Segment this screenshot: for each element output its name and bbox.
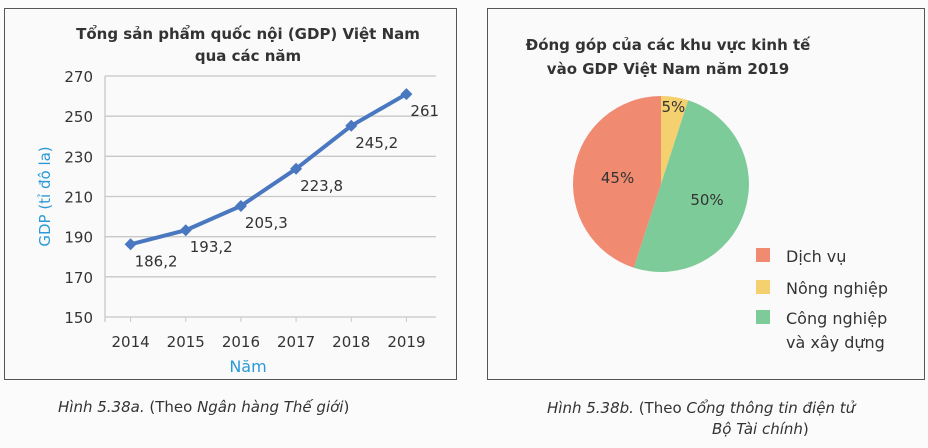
gdp-line-chart: Tổng sản phẩm quốc nội (GDP) Việt Nam qua… [36, 24, 439, 376]
legend-label: Dịch vụ [786, 247, 847, 266]
caption-text: (Theo [144, 398, 198, 416]
chart-title: Tổng sản phẩm quốc nội (GDP) Việt Nam [76, 24, 420, 43]
caption-left: Hình 5.38a. (Theo Ngân hàng Thế giới) [58, 398, 349, 416]
chart-title: qua các năm [195, 47, 301, 65]
caption-right: Hình 5.38b. (Theo Cổng thông tin điện tử… [547, 398, 855, 440]
x-tick-label: 2017 [277, 333, 315, 351]
y-tick-label: 170 [64, 269, 93, 287]
data-point-marker [234, 199, 247, 212]
y-tick-label: 270 [64, 68, 93, 86]
legend-label: Nông nghiệp [786, 279, 889, 298]
legend-swatch [756, 248, 770, 262]
pie-slice [633, 100, 749, 272]
data-label: 223,8 [300, 177, 343, 195]
slice-label: 45% [601, 169, 634, 187]
legend-swatch [756, 310, 770, 324]
slice-label: 5% [661, 98, 685, 116]
x-tick-label: 2018 [332, 333, 370, 351]
data-line [130, 92, 408, 247]
y-tick-label: 230 [64, 148, 93, 166]
data-label: 193,2 [190, 238, 233, 256]
data-point-marker [179, 224, 192, 237]
gdp-pie-chart: Đóng góp của các khu vực kinh tế vào GDP … [526, 35, 812, 272]
y-tick-label: 210 [64, 189, 93, 207]
figure-number: Hình 5.38b. [547, 399, 634, 417]
gdp-pie-chart-panel: Đóng góp của các khu vực kinh tế vào GDP … [487, 8, 925, 380]
data-label: 186,2 [135, 252, 178, 270]
caption-source: Ngân hàng Thế giới [197, 398, 344, 416]
x-tick-label: 2014 [111, 333, 149, 351]
x-tick-label: 2015 [167, 333, 205, 351]
figure-number: Hình 5.38a. [58, 398, 145, 416]
pie-slice [661, 96, 689, 184]
caption-source: Bộ Tài chính [712, 420, 803, 438]
caption-text: (Theo [633, 399, 687, 417]
data-point-marker [345, 119, 358, 132]
x-axis-title: Năm [229, 357, 266, 376]
legend-label: Công nghiệp [786, 309, 888, 328]
pie-slice [573, 96, 661, 268]
data-label: 205,3 [245, 214, 288, 232]
data-point-marker [124, 238, 137, 251]
data-point-marker [400, 88, 413, 101]
y-tick-label: 250 [64, 108, 93, 126]
caption-text: ) [343, 398, 350, 416]
x-tick-label: 2019 [387, 333, 425, 351]
legend-label: và xây dựng [786, 333, 885, 352]
x-tick-label: 2016 [222, 333, 260, 351]
chart-title: vào GDP Việt Nam năm 2019 [547, 60, 789, 78]
chart-title: Đóng góp của các khu vực kinh tế [526, 35, 812, 54]
gdp-line-chart-panel: Tổng sản phẩm quốc nội (GDP) Việt Nam qua… [4, 8, 457, 380]
legend-swatch [756, 280, 770, 294]
data-label: 245,2 [355, 134, 398, 152]
y-tick-label: 190 [64, 229, 93, 247]
y-tick-label: 150 [64, 309, 93, 327]
data-point-marker [290, 162, 303, 175]
caption-source: Cổng thông tin điện tử [686, 399, 856, 417]
data-label: 261 [410, 102, 439, 120]
caption-text: ) [802, 420, 809, 438]
slice-label: 50% [690, 191, 723, 209]
y-axis-title: GDP (tỉ đô la) [36, 146, 54, 246]
